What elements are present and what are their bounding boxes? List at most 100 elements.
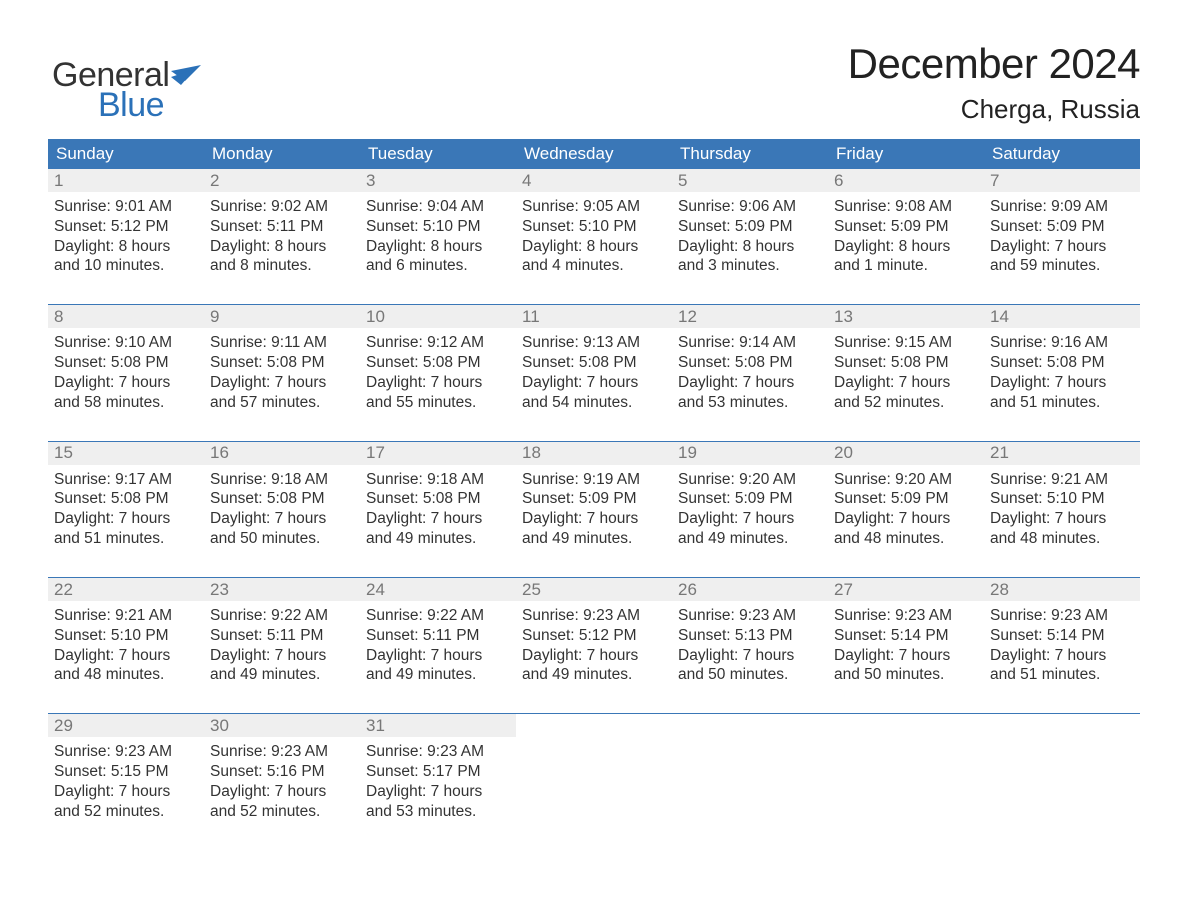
day-number: 15 [48,442,73,464]
day-line-ss: Sunset: 5:09 PM [834,217,980,237]
day-number: 16 [204,442,229,464]
day-number-row: 18 [516,442,672,465]
calendar-day: 29Sunrise: 9:23 AMSunset: 5:15 PMDayligh… [48,714,204,827]
day-line-d1: Daylight: 7 hours [366,509,512,529]
day-body: Sunrise: 9:20 AMSunset: 5:09 PMDaylight:… [672,465,828,555]
day-line-d1: Daylight: 7 hours [54,646,200,666]
day-number-row: 11 [516,305,672,328]
calendar-day: 20Sunrise: 9:20 AMSunset: 5:09 PMDayligh… [828,442,984,555]
day-line-sr: Sunrise: 9:01 AM [54,197,200,217]
day-line-ss: Sunset: 5:10 PM [54,626,200,646]
day-line-d2: and 49 minutes. [210,665,356,685]
calendar-day: 17Sunrise: 9:18 AMSunset: 5:08 PMDayligh… [360,442,516,555]
day-line-d2: and 59 minutes. [990,256,1136,276]
day-line-ss: Sunset: 5:14 PM [834,626,980,646]
day-line-ss: Sunset: 5:09 PM [522,489,668,509]
day-line-ss: Sunset: 5:08 PM [678,353,824,373]
day-number-row: 7 [984,169,1140,192]
day-line-d2: and 57 minutes. [210,393,356,413]
day-number: 2 [204,170,219,192]
day-line-d1: Daylight: 7 hours [678,509,824,529]
day-line-ss: Sunset: 5:10 PM [366,217,512,237]
day-line-d1: Daylight: 7 hours [522,373,668,393]
day-line-d1: Daylight: 7 hours [366,646,512,666]
day-body: Sunrise: 9:05 AMSunset: 5:10 PMDaylight:… [516,192,672,282]
day-line-sr: Sunrise: 9:08 AM [834,197,980,217]
day-line-sr: Sunrise: 9:19 AM [522,470,668,490]
day-line-sr: Sunrise: 9:23 AM [366,742,512,762]
weekday-header: Thursday [672,144,828,164]
day-body: Sunrise: 9:06 AMSunset: 5:09 PMDaylight:… [672,192,828,282]
day-number: 24 [360,579,385,601]
day-line-ss: Sunset: 5:15 PM [54,762,200,782]
day-body: Sunrise: 9:21 AMSunset: 5:10 PMDaylight:… [48,601,204,691]
day-line-ss: Sunset: 5:16 PM [210,762,356,782]
calendar-day [984,714,1140,827]
day-number: 26 [672,579,697,601]
day-number: 12 [672,306,697,328]
day-line-d1: Daylight: 7 hours [54,782,200,802]
day-line-sr: Sunrise: 9:10 AM [54,333,200,353]
day-number: 28 [984,579,1009,601]
calendar-day: 31Sunrise: 9:23 AMSunset: 5:17 PMDayligh… [360,714,516,827]
day-number-row: 3 [360,169,516,192]
day-body: Sunrise: 9:23 AMSunset: 5:13 PMDaylight:… [672,601,828,691]
day-number: 29 [48,715,73,737]
calendar-day: 12Sunrise: 9:14 AMSunset: 5:08 PMDayligh… [672,305,828,418]
calendar-day: 4Sunrise: 9:05 AMSunset: 5:10 PMDaylight… [516,169,672,282]
weeks-container: 1Sunrise: 9:01 AMSunset: 5:12 PMDaylight… [48,169,1140,828]
day-line-sr: Sunrise: 9:14 AM [678,333,824,353]
day-number: 25 [516,579,541,601]
day-number-row: 4 [516,169,672,192]
day-line-ss: Sunset: 5:08 PM [990,353,1136,373]
day-number-row: 14 [984,305,1140,328]
day-line-d1: Daylight: 7 hours [366,782,512,802]
day-number-row: 12 [672,305,828,328]
calendar-day: 25Sunrise: 9:23 AMSunset: 5:12 PMDayligh… [516,578,672,691]
day-number-row: 19 [672,442,828,465]
day-line-sr: Sunrise: 9:23 AM [522,606,668,626]
calendar-day: 10Sunrise: 9:12 AMSunset: 5:08 PMDayligh… [360,305,516,418]
day-line-d1: Daylight: 7 hours [834,373,980,393]
day-number-row: 1 [48,169,204,192]
day-body: Sunrise: 9:17 AMSunset: 5:08 PMDaylight:… [48,465,204,555]
day-line-d2: and 49 minutes. [522,529,668,549]
day-body: Sunrise: 9:19 AMSunset: 5:09 PMDaylight:… [516,465,672,555]
calendar-day: 11Sunrise: 9:13 AMSunset: 5:08 PMDayligh… [516,305,672,418]
week-row: 15Sunrise: 9:17 AMSunset: 5:08 PMDayligh… [48,441,1140,555]
day-line-ss: Sunset: 5:13 PM [678,626,824,646]
day-body: Sunrise: 9:21 AMSunset: 5:10 PMDaylight:… [984,465,1140,555]
calendar-day: 19Sunrise: 9:20 AMSunset: 5:09 PMDayligh… [672,442,828,555]
weekday-header: Monday [204,144,360,164]
day-body: Sunrise: 9:23 AMSunset: 5:17 PMDaylight:… [360,737,516,827]
day-line-d1: Daylight: 7 hours [990,646,1136,666]
day-line-d2: and 48 minutes. [54,665,200,685]
day-number-row: 25 [516,578,672,601]
day-body: Sunrise: 9:23 AMSunset: 5:14 PMDaylight:… [828,601,984,691]
day-number: 17 [360,442,385,464]
weekday-header: Saturday [984,144,1140,164]
calendar-day [672,714,828,827]
day-number-row: 16 [204,442,360,465]
week-row: 22Sunrise: 9:21 AMSunset: 5:10 PMDayligh… [48,577,1140,691]
day-body: Sunrise: 9:12 AMSunset: 5:08 PMDaylight:… [360,328,516,418]
day-number-row: 27 [828,578,984,601]
day-line-d2: and 52 minutes. [210,802,356,822]
day-line-sr: Sunrise: 9:13 AM [522,333,668,353]
day-line-sr: Sunrise: 9:23 AM [990,606,1136,626]
day-number-row: 6 [828,169,984,192]
header: General Blue December 2024 Cherga, Russi… [48,40,1140,125]
day-number: 3 [360,170,375,192]
calendar-day: 24Sunrise: 9:22 AMSunset: 5:11 PMDayligh… [360,578,516,691]
day-line-ss: Sunset: 5:14 PM [990,626,1136,646]
day-line-ss: Sunset: 5:11 PM [210,217,356,237]
calendar-day: 15Sunrise: 9:17 AMSunset: 5:08 PMDayligh… [48,442,204,555]
day-number-row: 8 [48,305,204,328]
day-line-d2: and 50 minutes. [210,529,356,549]
day-body: Sunrise: 9:13 AMSunset: 5:08 PMDaylight:… [516,328,672,418]
day-line-sr: Sunrise: 9:18 AM [210,470,356,490]
day-number-row: 28 [984,578,1140,601]
day-line-ss: Sunset: 5:11 PM [210,626,356,646]
day-line-sr: Sunrise: 9:04 AM [366,197,512,217]
day-line-d1: Daylight: 7 hours [522,509,668,529]
